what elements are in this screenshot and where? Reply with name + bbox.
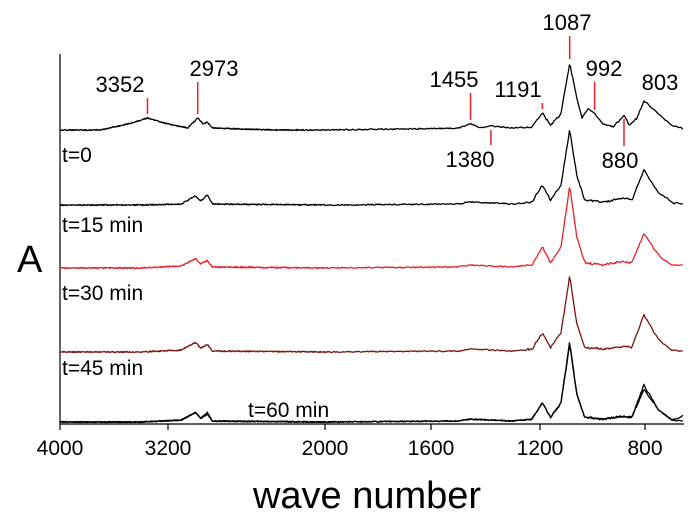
series-line — [59, 345, 683, 424]
series-group — [59, 64, 684, 424]
series-line — [59, 342, 684, 424]
series-label: t=60 min — [248, 399, 329, 422]
peak-label: 1380 — [446, 147, 495, 172]
series-label: t=30 min — [62, 282, 143, 305]
peak-label: 2973 — [190, 56, 239, 81]
peak-label: 992 — [586, 56, 623, 81]
axes-group: 4000 3200 2000 1600 1200 800 — [37, 54, 684, 460]
series-labels-group: t=0 t=15 min t=30 min t=45 min t=60 min — [62, 144, 329, 422]
y-axis-label: A — [17, 239, 43, 281]
peak-annotations-group: 3352 2973 1455 1380 1191 1087 992 880 803 — [96, 10, 679, 173]
x-tick-label: 800 — [627, 437, 662, 460]
series-line — [59, 276, 683, 354]
x-tick-label: 2000 — [302, 437, 349, 460]
series-label: t=0 — [62, 144, 92, 167]
peak-label: 1191 — [494, 77, 541, 102]
peak-label: 803 — [642, 70, 679, 95]
peak-label: 3352 — [96, 72, 145, 97]
x-axis-label: wave number — [252, 475, 481, 517]
x-tick-label: 1200 — [517, 437, 564, 460]
x-tick-label: 4000 — [37, 437, 84, 460]
peak-label: 880 — [602, 148, 639, 173]
series-line — [59, 64, 684, 132]
series-line — [59, 187, 683, 270]
series-label: t=15 min — [62, 214, 143, 237]
x-tick-label: 1600 — [408, 437, 455, 460]
x-tick-label: 3200 — [145, 437, 192, 460]
series-label: t=45 min — [62, 357, 143, 380]
series-line — [59, 130, 684, 207]
peak-label: 1455 — [430, 67, 479, 92]
peak-label: 1087 — [543, 10, 592, 35]
